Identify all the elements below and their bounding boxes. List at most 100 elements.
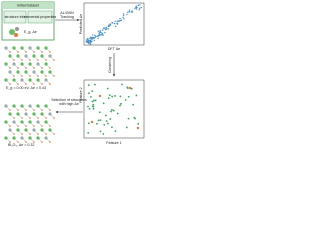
point (48, 112, 52, 116)
point (98, 111, 101, 114)
point (41, 109, 43, 111)
point (20, 78, 24, 82)
point (28, 120, 32, 124)
point (89, 43, 92, 45)
point (92, 103, 95, 106)
point (17, 83, 19, 85)
point (105, 120, 108, 122)
point (53, 133, 55, 135)
point (134, 117, 137, 120)
cell-text: elemental properties (24, 15, 57, 19)
point (36, 136, 40, 140)
point (107, 122, 109, 125)
point (36, 120, 40, 124)
point (49, 125, 51, 127)
point (9, 67, 11, 69)
crystal-structure (4, 46, 55, 85)
point (48, 70, 52, 74)
point (16, 112, 20, 116)
structure-label: Bi₂O₃, Δe = 0.32 (8, 143, 34, 147)
point (33, 51, 35, 53)
point (111, 126, 113, 129)
point (4, 78, 8, 82)
point (17, 125, 19, 127)
point (49, 83, 51, 85)
point (49, 109, 51, 111)
point (131, 11, 133, 14)
point (114, 130, 117, 133)
point (98, 32, 100, 34)
point (9, 141, 11, 143)
parity-points (85, 4, 142, 45)
point (88, 42, 90, 44)
point (87, 37, 89, 40)
point (128, 10, 130, 13)
point (88, 107, 91, 110)
point (123, 18, 125, 20)
point (20, 120, 24, 124)
point (44, 46, 48, 50)
point (88, 92, 90, 95)
point (4, 104, 8, 108)
point (53, 59, 55, 61)
point (90, 120, 94, 124)
point (53, 117, 55, 119)
point (40, 70, 44, 74)
point (48, 54, 52, 58)
point (36, 78, 40, 82)
point (119, 17, 121, 20)
point (131, 10, 133, 12)
point (127, 95, 130, 98)
point (101, 32, 104, 35)
point (90, 36, 92, 38)
point (8, 54, 12, 58)
y-label: Feature 2 (79, 87, 83, 102)
point (44, 120, 48, 124)
point (122, 13, 125, 15)
point (24, 128, 28, 132)
point (17, 67, 19, 69)
point (9, 109, 11, 111)
point (4, 120, 8, 124)
point (97, 119, 100, 122)
point (89, 42, 92, 44)
point (12, 78, 16, 82)
point (135, 5, 138, 7)
point (37, 117, 39, 119)
point (100, 31, 102, 34)
point (89, 40, 92, 42)
point (114, 25, 117, 28)
point (139, 4, 141, 6)
point (41, 125, 43, 127)
point (9, 83, 11, 85)
point (44, 62, 48, 66)
point (126, 87, 129, 90)
point (87, 39, 90, 41)
point (134, 7, 136, 10)
point (29, 117, 31, 119)
point (113, 22, 116, 25)
point (29, 133, 31, 135)
point (137, 123, 140, 125)
point (125, 126, 128, 129)
point (120, 19, 123, 21)
point (126, 13, 128, 16)
point (91, 105, 94, 108)
point (12, 62, 16, 66)
point (41, 67, 43, 69)
point (87, 84, 90, 87)
point (92, 99, 95, 102)
clustering-label: Clustering (108, 57, 112, 73)
dataset-header (2, 2, 54, 9)
point (94, 83, 96, 86)
point (8, 70, 12, 74)
point (33, 67, 35, 69)
point (21, 117, 23, 119)
crystal-icon (9, 27, 19, 37)
point (94, 99, 97, 102)
point (92, 107, 95, 110)
point (12, 104, 16, 108)
point (102, 27, 105, 29)
point (20, 46, 24, 50)
point (45, 117, 47, 119)
